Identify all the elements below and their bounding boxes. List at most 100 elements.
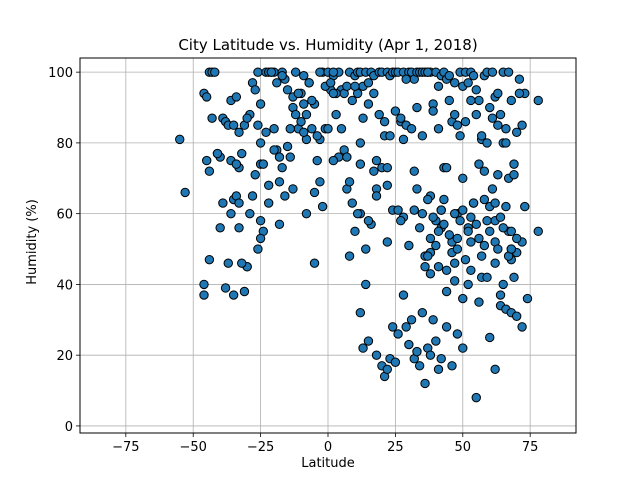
data-point <box>436 354 446 364</box>
data-point <box>471 392 481 403</box>
x-tick-label: 50 <box>455 440 472 455</box>
data-point <box>420 378 430 389</box>
data-point <box>344 177 355 187</box>
data-point <box>347 95 357 106</box>
data-point <box>428 212 438 222</box>
data-point <box>234 198 244 208</box>
data-point <box>263 180 274 191</box>
data-point <box>361 279 371 290</box>
data-point <box>382 237 393 247</box>
data-point <box>393 329 403 339</box>
data-point <box>398 134 409 145</box>
data-point <box>412 102 422 113</box>
data-point <box>228 290 239 300</box>
data-point <box>371 191 382 201</box>
data-point <box>299 127 309 137</box>
data-point <box>307 95 317 106</box>
data-point <box>509 272 519 283</box>
data-point <box>336 124 347 134</box>
data-point <box>425 269 436 279</box>
data-point <box>466 95 476 106</box>
data-point <box>471 109 481 120</box>
data-point <box>212 148 223 159</box>
data-point <box>250 85 260 95</box>
data-point <box>423 194 433 205</box>
y-tick-label: 60 <box>56 208 73 223</box>
data-point <box>250 170 260 180</box>
data-point <box>498 223 508 233</box>
data-point <box>474 159 484 169</box>
data-point <box>479 166 490 176</box>
data-point <box>398 290 409 300</box>
data-point <box>409 205 419 215</box>
data-point <box>458 173 468 183</box>
data-point <box>396 216 406 226</box>
data-point <box>258 159 269 169</box>
data-point <box>423 67 433 77</box>
data-point <box>201 92 212 102</box>
data-point <box>444 70 455 81</box>
x-tick-label: 25 <box>387 440 404 455</box>
data-point <box>503 67 514 77</box>
data-point <box>299 70 309 81</box>
data-point <box>458 293 468 304</box>
data-point <box>466 265 476 275</box>
data-point <box>355 159 366 169</box>
data-point <box>441 286 452 297</box>
data-point <box>449 208 460 219</box>
data-point <box>288 184 298 194</box>
data-point <box>493 170 503 180</box>
data-point <box>390 106 401 116</box>
data-point <box>239 286 250 297</box>
data-point <box>223 258 233 268</box>
data-point <box>307 124 317 134</box>
data-point <box>511 127 522 137</box>
data-point <box>355 138 366 148</box>
data-point <box>304 78 314 88</box>
data-point <box>425 233 436 244</box>
data-point <box>371 350 382 360</box>
data-point <box>328 88 339 99</box>
data-point <box>452 244 463 254</box>
data-point <box>514 74 525 84</box>
data-point <box>425 350 436 360</box>
data-point <box>344 251 355 261</box>
data-point <box>487 184 498 194</box>
data-point <box>493 120 503 130</box>
data-point <box>379 116 390 127</box>
data-point <box>231 159 242 169</box>
data-point <box>493 88 503 99</box>
data-point <box>449 276 460 286</box>
data-point <box>220 283 231 293</box>
data-point <box>471 219 481 229</box>
data-point <box>274 177 285 187</box>
data-point <box>482 138 492 148</box>
data-point <box>201 155 212 166</box>
data-point <box>355 308 366 318</box>
data-point <box>396 113 406 123</box>
x-tick-label: −25 <box>247 440 274 455</box>
data-point <box>253 67 263 77</box>
data-point <box>466 237 476 247</box>
data-point <box>493 244 503 254</box>
data-point <box>501 124 511 134</box>
data-point <box>261 127 271 137</box>
data-point <box>485 226 495 237</box>
data-point <box>282 141 293 152</box>
data-point <box>479 240 490 251</box>
data-point <box>387 322 398 332</box>
data-point <box>204 254 215 265</box>
data-point <box>237 148 247 159</box>
data-point <box>207 113 217 123</box>
data-point <box>433 226 444 237</box>
data-point <box>210 67 220 77</box>
data-point <box>309 187 320 198</box>
data-point <box>255 216 266 226</box>
y-tick-label: 100 <box>48 66 73 81</box>
data-point <box>401 322 411 332</box>
data-point <box>382 180 393 191</box>
data-point <box>509 159 519 169</box>
data-point <box>347 198 357 208</box>
data-point <box>414 223 425 233</box>
data-point <box>312 131 322 141</box>
